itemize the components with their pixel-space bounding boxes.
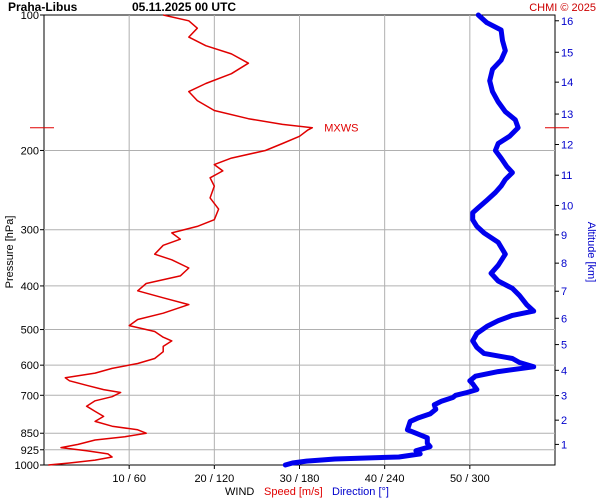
wind-gridlines — [128, 15, 471, 465]
pressure-tick-label: 200 — [21, 145, 39, 157]
wind-axis-title: WIND — [225, 486, 254, 498]
altitude-tick-label: 14 — [561, 77, 573, 89]
datetime-label: 05.11.2025 00 UTC — [132, 0, 236, 14]
pressure-tick-label: 400 — [21, 281, 39, 293]
copyright-label: CHMI © 2025 — [529, 2, 596, 14]
wind-tick-label: 30 / 180 — [280, 473, 320, 485]
direction-series-line — [282, 12, 537, 468]
wind-tick-label: 50 / 300 — [450, 473, 490, 485]
pressure-tick-label: 925 — [21, 445, 39, 457]
pressure-tick-label: 100 — [21, 10, 39, 22]
wind-axis: 10 / 60 20 / 120 30 / 180 40 / 240 50 / 300 — [112, 465, 490, 485]
wind-tick-label: 40 / 240 — [365, 473, 405, 485]
altitude-tick-label: 13 — [561, 109, 573, 121]
altitude-axis-title: Altitude [km] — [585, 222, 597, 283]
altitude-tick-label: 3 — [561, 391, 567, 403]
altitude-tick-label: 9 — [561, 230, 567, 242]
altitude-tick-label: 5 — [561, 340, 567, 352]
pressure-tick-label: 700 — [21, 390, 39, 402]
speed-axis-title: Speed [m/s] — [264, 486, 323, 498]
max-wind-marker: MXWS — [30, 123, 569, 135]
pressure-tick-label: 850 — [21, 428, 39, 440]
speed-series-line — [48, 14, 314, 466]
altitude-tick-label: 11 — [561, 170, 572, 182]
altitude-tick-label: 4 — [561, 365, 567, 377]
altitude-tick-label: 6 — [561, 313, 567, 325]
altitude-tick-label: 15 — [561, 47, 573, 59]
pressure-axis-title: Pressure [hPa] — [4, 216, 16, 289]
station-name: Praha-Libus — [8, 0, 78, 14]
altitude-tick-label: 12 — [561, 140, 573, 152]
altitude-tick-label: 1 — [561, 439, 567, 451]
altitude-tick-label: 7 — [561, 286, 567, 298]
pressure-tick-label: 600 — [21, 360, 39, 372]
altitude-tick-label: 8 — [561, 258, 567, 270]
altitude-tick-label: 10 — [561, 200, 573, 212]
direction-axis-title: Direction [°] — [332, 486, 389, 498]
altitude-tick-label: 16 — [561, 16, 573, 28]
wind-tick-label: 10 / 60 — [112, 473, 146, 485]
pressure-axis: 100 200 300 400 500 600 700 850 925 1000 — [15, 10, 44, 472]
pressure-tick-label: 300 — [21, 225, 39, 237]
mxws-label: MXWS — [324, 123, 358, 135]
wind-tick-label: 20 / 120 — [194, 473, 234, 485]
pressure-tick-label: 500 — [21, 325, 39, 337]
altitude-tick-label: 2 — [561, 415, 567, 427]
pressure-tick-label: 1000 — [15, 460, 39, 472]
